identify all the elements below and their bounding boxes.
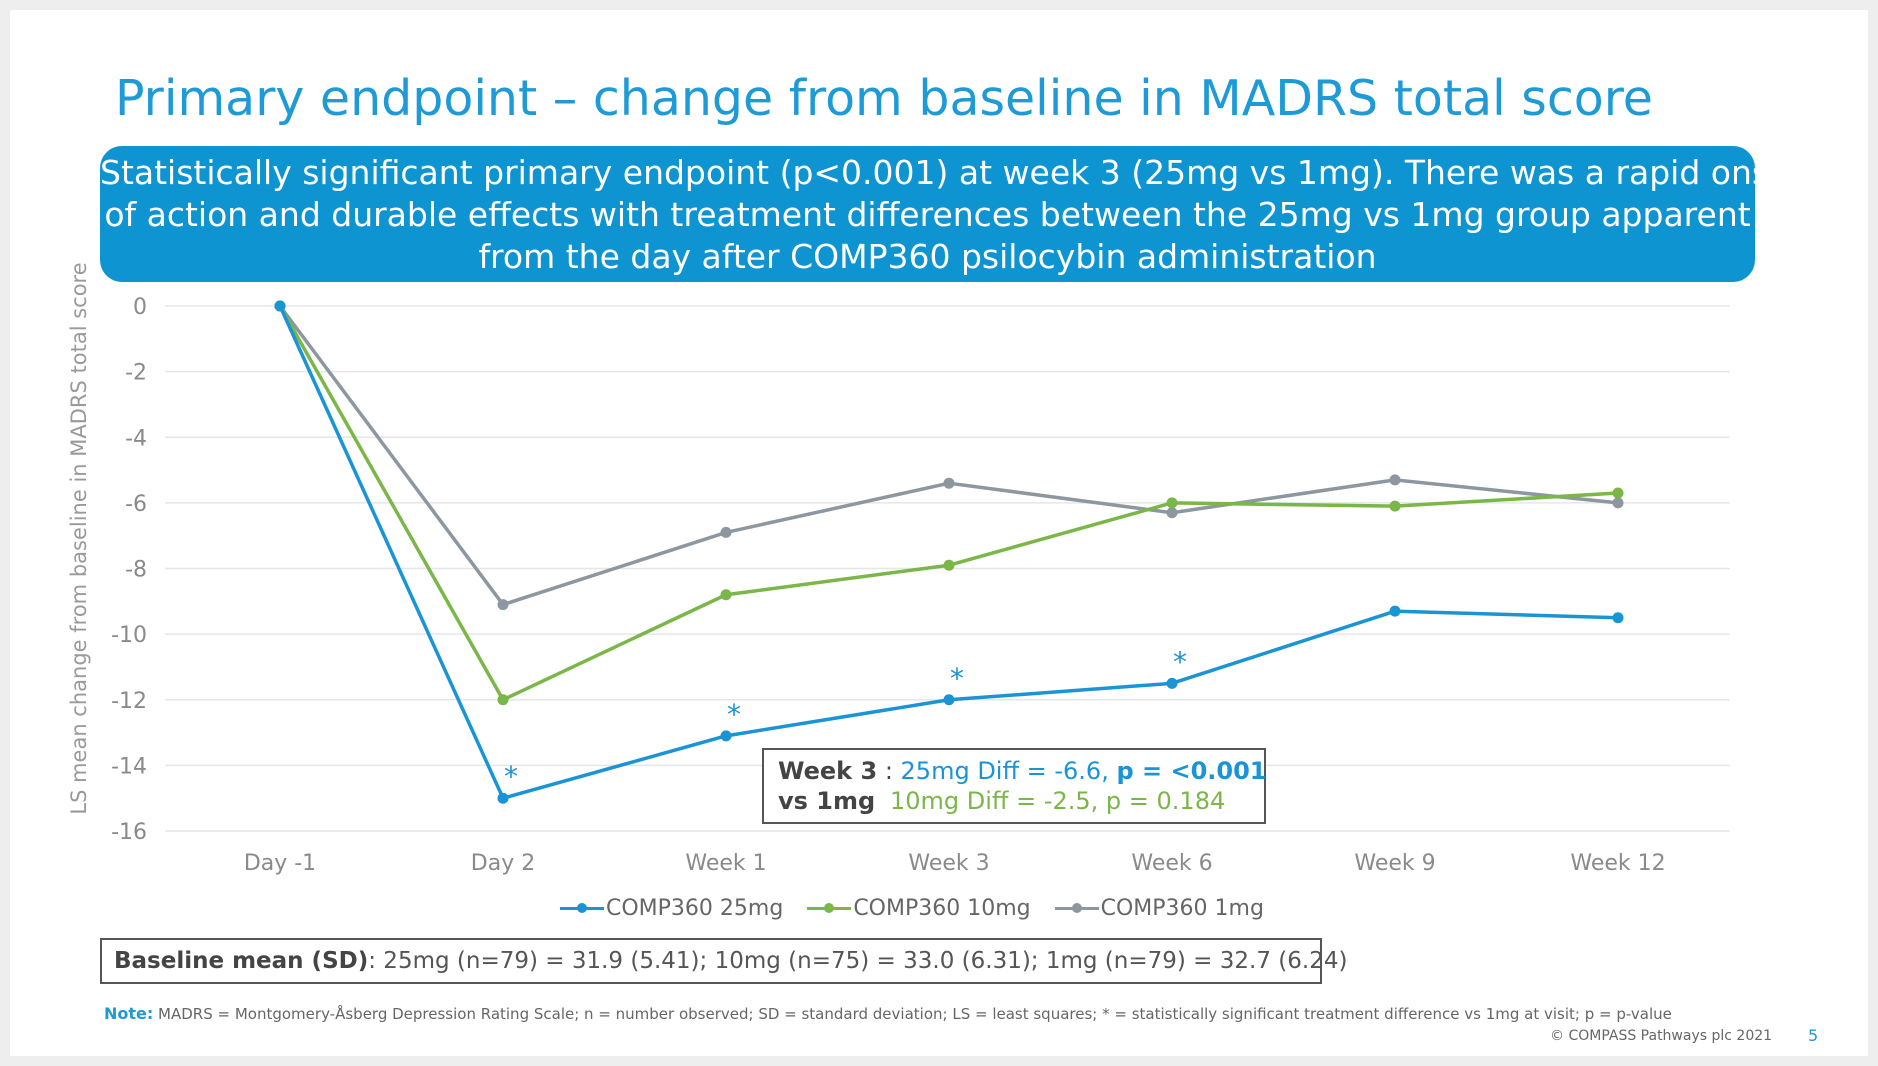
legend-swatch-1mg <box>1054 898 1099 918</box>
banner-line-2: of action and durable effects with treat… <box>104 195 1751 234</box>
x-tick-label: Week 3 <box>908 851 989 876</box>
data-point <box>943 694 955 706</box>
annotation-separator: : <box>877 757 901 785</box>
annotation-25mg-p: p = <0.001 <box>1116 757 1267 785</box>
data-point <box>720 589 732 601</box>
y-tick-label: -16 <box>111 820 147 845</box>
y-tick-label: -6 <box>125 492 147 517</box>
footnote: Note: MADRS = Montgomery-Åsberg Depressi… <box>104 1004 1672 1023</box>
series-line <box>278 305 1619 800</box>
data-point <box>497 694 509 706</box>
data-point <box>720 730 732 742</box>
significance-marker: * <box>950 662 964 695</box>
copyright-text: © COMPASS Pathways plc 2021 <box>1550 1028 1773 1044</box>
x-tick-label: Day 2 <box>471 851 535 876</box>
data-point <box>1612 487 1624 499</box>
y-tick-label: 0 <box>133 295 147 320</box>
banner-line-3: from the day after COMP360 psilocybin ad… <box>478 237 1377 276</box>
y-tick-label: -2 <box>125 361 147 386</box>
x-tick-label: Week 6 <box>1131 851 1212 876</box>
y-axis-label: LS mean change from baseline in MADRS to… <box>67 262 91 814</box>
data-point <box>720 526 732 538</box>
key-finding-banner: Statistically significant primary endpoi… <box>100 146 1803 282</box>
banner-line-1: Statistically significant primary endpoi… <box>100 153 1803 192</box>
significance-marker: * <box>504 760 518 793</box>
data-point <box>497 599 509 611</box>
page-number: 5 <box>1808 1026 1819 1045</box>
baseline-label: Baseline mean (SD) <box>114 948 369 974</box>
annotation-vs-label: vs 1mg <box>778 787 876 815</box>
data-point <box>1389 605 1401 617</box>
annotation-10mg-diff: 10mg Diff = -2.5, p = 0.184 <box>890 787 1226 815</box>
y-tick-label: -4 <box>125 426 147 451</box>
y-tick-label: -12 <box>111 689 147 714</box>
x-tick-label: Week 1 <box>685 851 766 876</box>
annotation-line-1: Week 3 : 25mg Diff = -6.6, p = <0.001 <box>778 756 1267 786</box>
data-point <box>1166 497 1178 509</box>
x-tick-label: Week 9 <box>1354 851 1435 876</box>
footnote-label: Note: <box>104 1004 154 1023</box>
x-tick-label: Week 12 <box>1570 851 1665 876</box>
data-point <box>1612 497 1624 509</box>
data-point <box>497 792 509 804</box>
annotation-week-label: Week 3 <box>778 757 878 785</box>
week3-annotation-box: Week 3 : 25mg Diff = -6.6, p = <0.001 vs… <box>762 748 1266 824</box>
data-point <box>943 477 955 489</box>
legend-item-1mg: COMP360 1mg <box>1054 895 1264 921</box>
significance-marker: * <box>727 698 741 731</box>
data-point <box>1389 474 1401 486</box>
data-point <box>1612 612 1624 624</box>
legend-swatch-25mg <box>560 898 604 918</box>
chart-legend: COMP360 25mg COMP360 10mg COMP360 1mg <box>560 894 1278 922</box>
data-point <box>274 300 286 312</box>
significance-marker: * <box>1173 645 1187 678</box>
legend-label-1mg: COMP360 1mg <box>1100 895 1264 921</box>
baseline-text: : 25mg (n=79) = 31.9 (5.41); 10mg (n=75)… <box>368 948 1348 974</box>
y-tick-label: -14 <box>111 754 147 779</box>
y-tick-label: -8 <box>125 558 147 583</box>
legend-label-25mg: COMP360 25mg <box>606 895 784 921</box>
legend-item-25mg: COMP360 25mg <box>560 896 783 921</box>
y-tick-label: -10 <box>111 623 147 648</box>
annotation-25mg-diff: 25mg Diff = -6.6, <box>900 757 1117 785</box>
legend-item-10mg: COMP360 10mg <box>807 895 1031 921</box>
data-point <box>1389 500 1401 512</box>
annotation-line-2: vs 1mg 10mg Diff = -2.5, p = 0.184 <box>778 786 1264 816</box>
baseline-summary-box: Baseline mean (SD): 25mg (n=79) = 31.9 (… <box>100 938 1347 984</box>
data-point <box>943 559 955 571</box>
legend-swatch-10mg <box>807 898 852 918</box>
legend-label-10mg: COMP360 10mg <box>853 895 1031 921</box>
footnote-text: MADRS = Montgomery-Åsberg Depression Rat… <box>153 1005 1672 1023</box>
data-point <box>1166 677 1178 689</box>
slide-title: Primary endpoint – change from baseline … <box>115 70 1653 127</box>
x-tick-label: Day -1 <box>244 851 316 876</box>
data-point <box>1166 507 1178 519</box>
